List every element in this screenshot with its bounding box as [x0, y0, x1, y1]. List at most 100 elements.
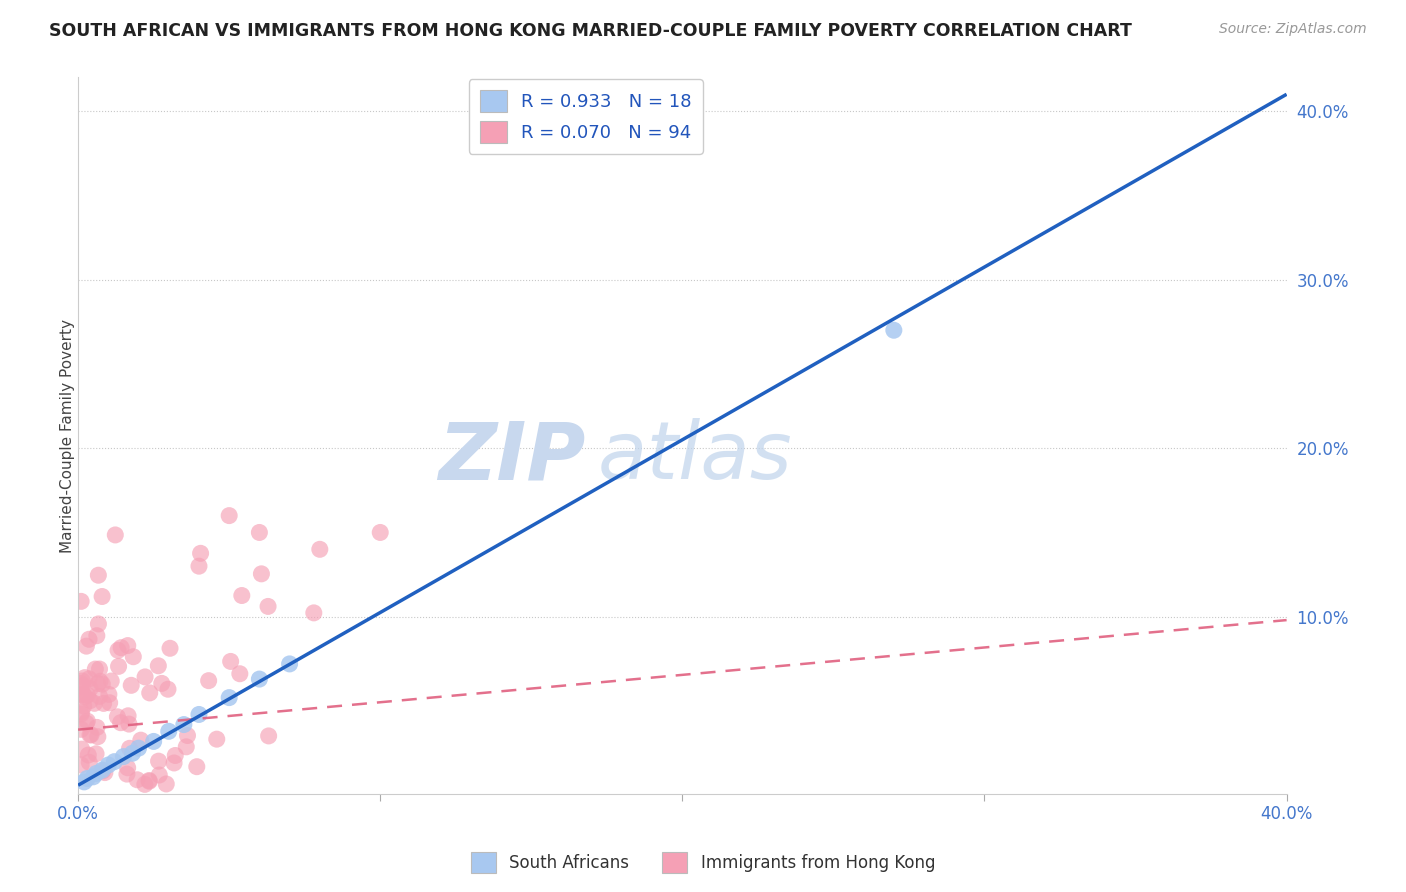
Point [97, 688, 120, 702]
Text: ZIP: ZIP [439, 418, 586, 496]
Point [302, 606, 325, 620]
Point [122, 649, 145, 664]
Point [70, 706, 93, 721]
Point [159, 641, 181, 656]
Point [188, 707, 211, 722]
Point [89, 674, 111, 689]
Point [173, 717, 195, 731]
Point [148, 658, 170, 673]
Point [83, 696, 105, 710]
Point [104, 528, 127, 542]
Point [75, 716, 97, 731]
Point [87, 676, 110, 690]
Point [70, 676, 93, 690]
Point [72, 673, 94, 688]
Point [120, 678, 142, 692]
Point [134, 777, 156, 791]
Point [121, 746, 143, 760]
Point [138, 686, 160, 700]
Point [77, 747, 100, 762]
Point [107, 643, 129, 657]
Point [73, 671, 96, 685]
Point [112, 749, 135, 764]
Point [278, 657, 301, 671]
Point [155, 777, 177, 791]
Point [257, 599, 280, 614]
Point [188, 559, 211, 574]
Point [883, 323, 905, 337]
Point [308, 542, 330, 557]
Point [87, 616, 110, 631]
Point [190, 546, 212, 560]
Point [73, 698, 96, 713]
Text: SOUTH AFRICAN VS IMMIGRANTS FROM HONG KONG MARRIED-COUPLE FAMILY POVERTY CORRELA: SOUTH AFRICAN VS IMMIGRANTS FROM HONG KO… [49, 22, 1132, 40]
Point [76, 688, 98, 702]
Point [84, 747, 107, 761]
Point [176, 729, 198, 743]
Point [134, 670, 156, 684]
Point [79, 728, 101, 742]
Point [115, 767, 138, 781]
Point [148, 768, 170, 782]
Point [218, 508, 240, 523]
Point [87, 730, 110, 744]
Point [129, 733, 152, 747]
Point [91, 763, 114, 777]
Point [91, 590, 114, 604]
Point [76, 772, 98, 786]
Point [86, 629, 108, 643]
Point [174, 739, 197, 754]
Point [156, 682, 179, 697]
Point [70, 594, 93, 608]
Point [91, 677, 114, 691]
Point [94, 765, 117, 780]
Point [157, 724, 180, 739]
Point [250, 566, 273, 581]
Point [77, 672, 100, 686]
Point [231, 589, 253, 603]
Point [97, 758, 120, 772]
Point [150, 676, 173, 690]
Point [138, 774, 160, 789]
Point [84, 662, 107, 676]
Point [117, 639, 139, 653]
Point [70, 723, 93, 737]
Point [117, 761, 139, 775]
Point [110, 715, 132, 730]
Point [247, 525, 270, 540]
Point [72, 687, 94, 701]
Point [257, 729, 280, 743]
Point [77, 756, 100, 770]
Point [76, 714, 98, 728]
Point [72, 679, 94, 693]
Point [73, 775, 96, 789]
Text: Source: ZipAtlas.com: Source: ZipAtlas.com [1219, 22, 1367, 37]
Point [142, 734, 165, 748]
Point [205, 732, 228, 747]
Point [229, 666, 252, 681]
Point [80, 728, 103, 742]
Point [70, 688, 93, 702]
Point [87, 568, 110, 582]
Legend: R = 0.933   N = 18, R = 0.070   N = 94: R = 0.933 N = 18, R = 0.070 N = 94 [468, 79, 703, 154]
Legend: South Africans, Immigrants from Hong Kong: South Africans, Immigrants from Hong Kon… [464, 846, 942, 880]
Point [89, 690, 111, 704]
Point [107, 659, 129, 673]
Point [79, 681, 101, 696]
Point [368, 525, 391, 540]
Point [148, 754, 170, 768]
Point [79, 693, 101, 707]
Y-axis label: Married-Couple Family Poverty: Married-Couple Family Poverty [59, 318, 75, 552]
Point [118, 717, 141, 731]
Point [186, 760, 208, 774]
Point [98, 696, 121, 710]
Point [70, 705, 93, 719]
Point [86, 720, 108, 734]
Point [82, 770, 104, 784]
Point [105, 710, 128, 724]
Point [219, 655, 242, 669]
Text: atlas: atlas [598, 418, 793, 496]
Point [70, 742, 93, 756]
Point [91, 764, 114, 778]
Point [127, 772, 149, 787]
